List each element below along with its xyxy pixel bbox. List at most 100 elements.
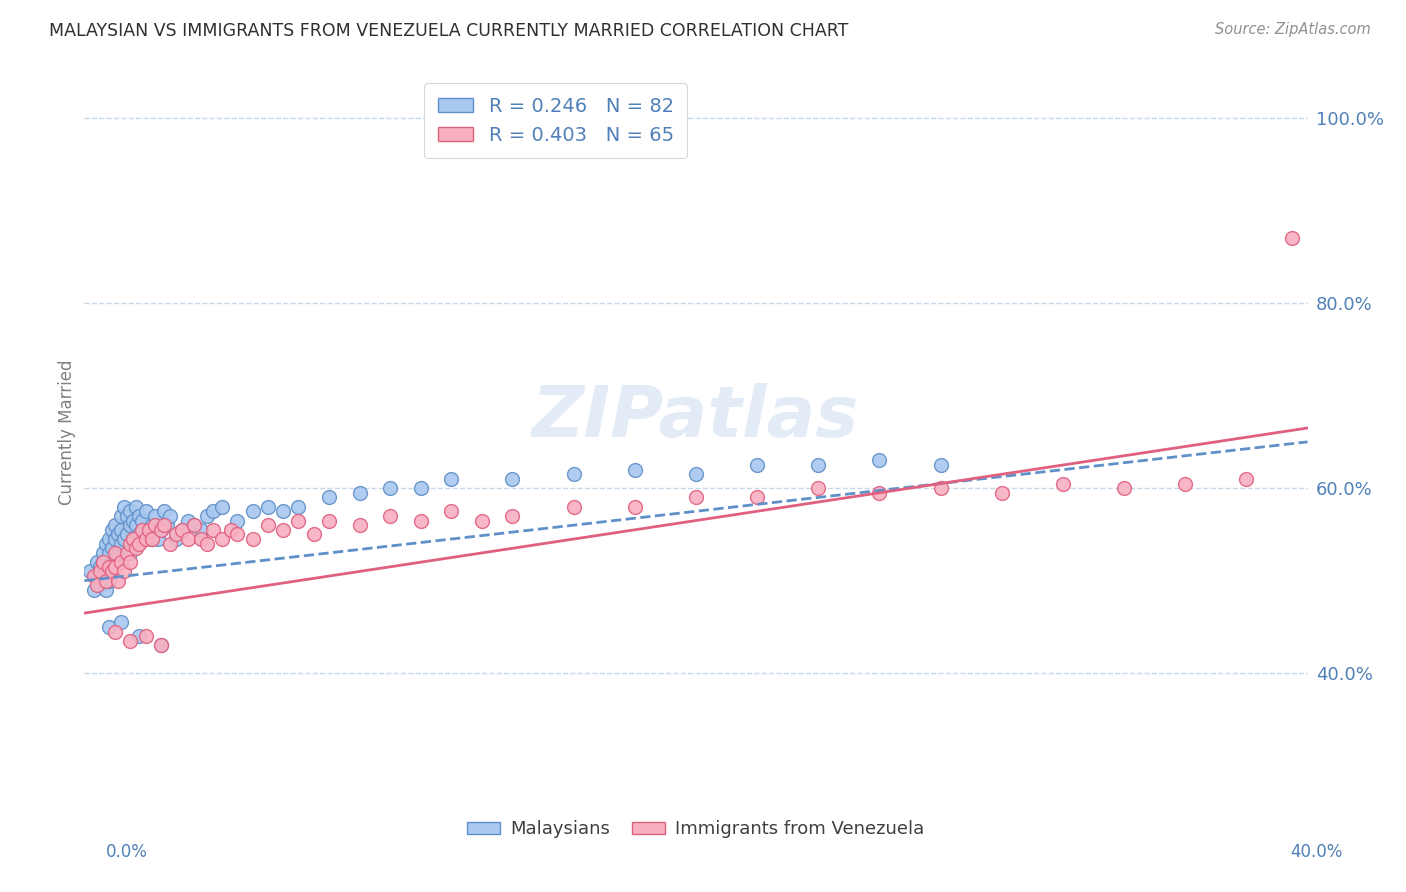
Text: MALAYSIAN VS IMMIGRANTS FROM VENEZUELA CURRENTLY MARRIED CORRELATION CHART: MALAYSIAN VS IMMIGRANTS FROM VENEZUELA C… (49, 22, 849, 40)
Legend: Malaysians, Immigrants from Venezuela: Malaysians, Immigrants from Venezuela (460, 814, 932, 846)
Point (172, 523, 194, 537)
Point (807, 458, 830, 472)
Point (101, 523, 124, 537)
Point (112, 500, 135, 514)
Point (128, 629, 150, 643)
Point (302, 527, 325, 541)
Point (624, 462, 647, 476)
Point (138, 523, 160, 537)
Point (110, 615, 132, 630)
Point (471, 514, 494, 528)
Point (104, 532, 127, 546)
Point (257, 500, 280, 514)
Point (104, 555, 127, 569)
Point (201, 504, 224, 518)
Point (624, 500, 647, 514)
Point (287, 500, 309, 514)
Point (125, 500, 148, 514)
Text: ZIPatlas: ZIPatlas (533, 384, 859, 452)
Point (79, 565, 101, 579)
Point (159, 508, 181, 523)
Point (86, 555, 108, 569)
Point (226, 514, 249, 528)
Point (120, 518, 142, 533)
Point (562, 467, 585, 482)
Point (190, 523, 212, 537)
Point (97, 559, 120, 574)
Point (211, 532, 233, 546)
Point (86, 569, 108, 583)
Point (110, 508, 132, 523)
Point (122, 532, 145, 546)
Point (869, 453, 891, 467)
Point (153, 518, 176, 533)
Text: 0.0%: 0.0% (105, 843, 148, 861)
Point (110, 523, 132, 537)
Point (318, 491, 340, 505)
Point (146, 532, 169, 546)
Point (94, 582, 117, 597)
Point (1052, 476, 1074, 491)
Point (128, 536, 150, 550)
Point (143, 508, 166, 523)
Point (318, 514, 340, 528)
Point (156, 518, 179, 533)
Point (149, 639, 172, 653)
Point (104, 559, 127, 574)
Point (149, 523, 172, 537)
Point (271, 504, 294, 518)
Point (143, 518, 166, 533)
Point (177, 532, 200, 546)
Point (869, 485, 891, 500)
Point (409, 481, 432, 495)
Point (380, 481, 402, 495)
Point (94, 565, 117, 579)
Point (149, 639, 172, 653)
Point (211, 500, 233, 514)
Point (149, 523, 172, 537)
Point (159, 536, 181, 550)
Point (135, 532, 157, 546)
Point (190, 532, 212, 546)
Point (929, 458, 952, 472)
Point (110, 536, 132, 550)
Point (502, 472, 524, 486)
Point (440, 504, 463, 518)
Point (128, 508, 150, 523)
Point (747, 491, 769, 505)
Point (1114, 481, 1136, 495)
Point (242, 532, 264, 546)
Point (287, 514, 309, 528)
Point (83, 569, 105, 583)
Point (685, 491, 707, 505)
Point (122, 514, 145, 528)
Point (349, 485, 371, 500)
Point (89, 578, 111, 592)
Point (131, 532, 153, 546)
Point (562, 500, 585, 514)
Point (112, 532, 135, 546)
Point (120, 536, 142, 550)
Point (271, 523, 294, 537)
Point (104, 518, 127, 533)
Point (94, 536, 117, 550)
Point (807, 481, 830, 495)
Point (89, 559, 111, 574)
Point (1174, 476, 1197, 491)
Point (991, 485, 1014, 500)
Y-axis label: Currently Married: Currently Married (58, 359, 76, 506)
Point (242, 504, 264, 518)
Point (125, 518, 148, 533)
Point (165, 527, 187, 541)
Point (135, 527, 157, 541)
Point (120, 504, 142, 518)
Point (177, 514, 200, 528)
Point (91, 546, 114, 560)
Point (120, 546, 142, 560)
Point (1236, 472, 1258, 486)
Point (138, 523, 160, 537)
Point (685, 467, 707, 482)
Point (349, 518, 371, 533)
Point (101, 541, 124, 556)
Point (120, 633, 142, 648)
